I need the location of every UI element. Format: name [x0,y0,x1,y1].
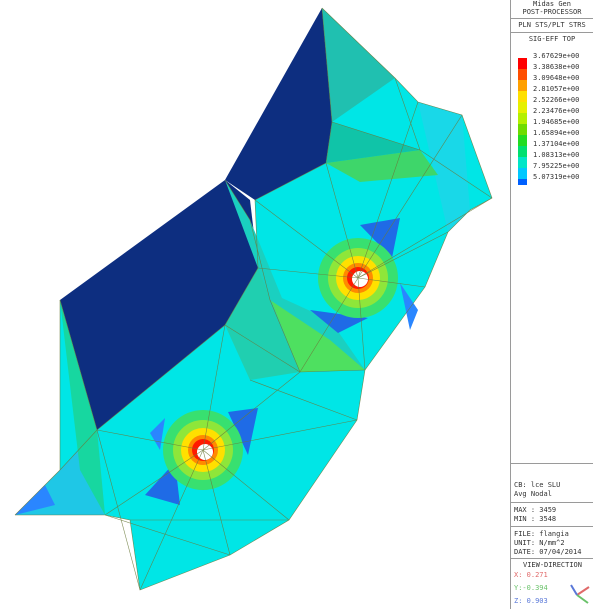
left-tab-edge [15,485,55,515]
legend-item: 7.95225e+00 [511,162,593,179]
legend-label: 1.94685e+00 [533,118,580,126]
legend-swatch [518,168,527,179]
mesh-lines [14,7,493,591]
zone-green-upper [326,150,438,182]
legend-item: 2.81057e+00 [511,85,593,102]
date-label: DATE: 07/04/2014 [514,548,582,556]
dark-face-left [60,180,258,430]
blue-tri-2 [310,310,368,333]
legend-swatch [518,124,527,135]
zone-green-ridge [322,8,395,122]
dark-face-right [225,8,332,200]
legend-label: 3.67629e+00 [533,52,580,60]
averaging-mode: Avg Nodal [514,490,552,498]
max-node: MAX : 3459 [514,506,557,514]
color-legend: 3.67629e+00 3.38638e+00 3.09648e+00 2.81057… [511,52,593,212]
info-divider-3 [511,558,593,559]
info-divider-top [511,463,593,464]
unit-label: UNIT: N/mm^2 [514,539,565,547]
legend-swatch [518,157,527,168]
legend-swatch [518,102,527,113]
legend-label: 1.37104e+00 [533,140,580,148]
legend-label: 2.23476e+00 [533,107,580,115]
legend-item: 5.07319e+00 [511,173,593,185]
legend-swatch [518,91,527,102]
legend-label: 2.52266e+00 [533,96,580,104]
legend-item: 3.67629e+00 [511,52,593,69]
legend-label: 2.81057e+00 [533,85,580,93]
result-type: PLN STS/PLT STRS [518,21,586,29]
info-divider-2 [511,526,593,527]
axis-triad-icon [570,584,590,604]
view-x: X: 0.271 [514,571,548,579]
legend-swatch [518,146,527,157]
right-tab [418,102,470,232]
zone-teal-upper [326,122,420,163]
legend-label: 1.08313e+00 [533,151,580,159]
view-direction-title: VIEW-DIRECTION [522,561,582,569]
min-node: MIN : 3548 [514,515,557,523]
legend-item: 2.52266e+00 [511,96,593,113]
legend-label: 3.09648e+00 [533,74,580,82]
view-z: Z: 0.903 [514,597,548,605]
legend-title: SIG-EFF TOP [528,35,576,43]
legend-swatch [518,80,527,91]
legend-swatch [518,69,527,80]
zone-green-low [225,268,300,380]
legend-item: 1.08313e+00 [511,151,593,168]
legend-item: 1.65894e+00 [511,129,593,146]
info-divider-1 [511,502,593,503]
legend-panel: Midas Gen POST-PROCESSOR PLN STS/PLT STR… [510,0,593,609]
legend-swatch [518,179,527,185]
header-app-name: Midas Gen [533,0,571,8]
model-viewport[interactable] [0,0,510,609]
load-case: CB: lce SLU [514,481,561,489]
file-name: FILE: flangia [514,530,569,538]
blue-tri-3 [400,283,418,330]
header-module: POST-PROCESSOR [522,8,582,16]
legend-item: 1.94685e+00 [511,118,593,135]
legend-item: 1.37104e+00 [511,140,593,157]
legend-item: 3.38638e+00 [511,63,593,80]
legend-label: 7.95225e+00 [533,162,580,170]
blue-tri-4 [228,408,258,455]
legend-label: 1.65894e+00 [533,129,580,137]
panel-header: Midas Gen POST-PROCESSOR [511,0,593,16]
result-divider [511,32,593,33]
zone-green-low-left [60,300,105,515]
legend-item: 3.09648e+00 [511,74,593,91]
legend-swatch [518,58,527,69]
legend-swatch [518,113,527,124]
contour-plot [14,7,493,591]
zone-green-mid [270,300,365,372]
legend-swatch [518,135,527,146]
legend-item: 2.23476e+00 [511,107,593,124]
legend-label: 5.07319e+00 [533,173,580,181]
header-divider [511,18,593,19]
legend-label: 3.38638e+00 [533,63,580,71]
view-y: Y:-0.394 [514,584,548,592]
